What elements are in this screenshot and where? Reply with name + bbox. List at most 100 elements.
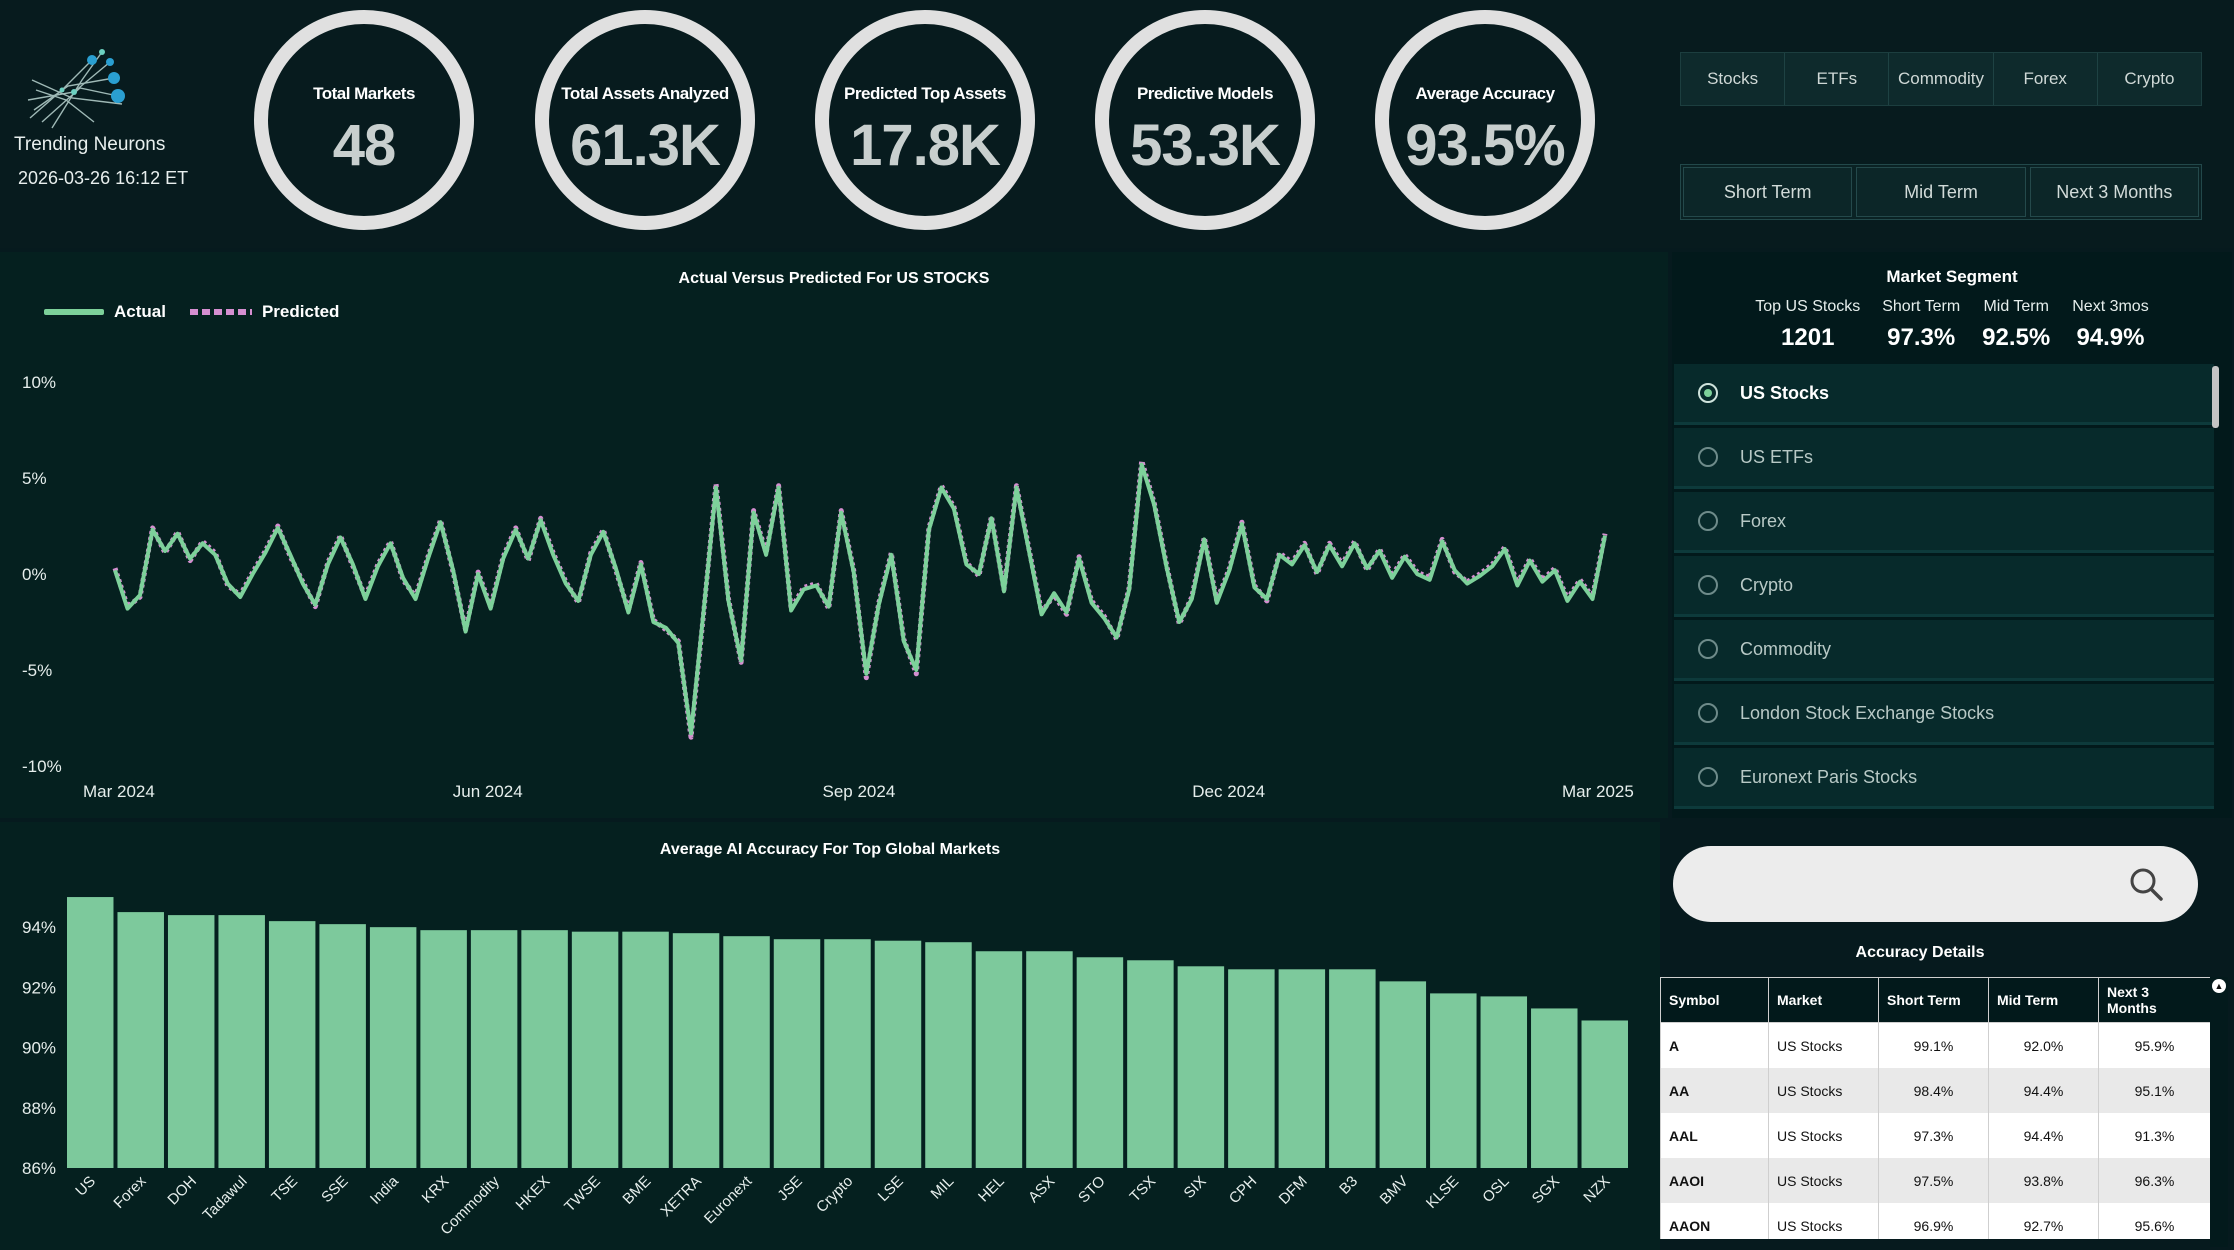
cell-next-3-months: 95.9% <box>2098 1022 2210 1068</box>
table-row[interactable]: A US Stocks 99.1% 92.0% 95.9% <box>1660 1022 2210 1068</box>
x-tick-label: Crypto <box>813 1173 856 1216</box>
table-row[interactable]: AA US Stocks 98.4% 94.4% 95.1% <box>1660 1068 2210 1113</box>
cell-next-3-months: 95.1% <box>2098 1068 2210 1113</box>
radio-option-us-stocks[interactable]: US Stocks <box>1674 364 2214 425</box>
asset-class-tabs: Stocks ETFs Commodity Forex Crypto <box>1680 52 2202 106</box>
radio-icon[interactable] <box>1698 767 1718 787</box>
search-input[interactable] <box>1673 846 2198 922</box>
segment-stats: Top US Stocks 1201 Short Term 97.3% Mid … <box>1672 298 2232 352</box>
x-tick-label: HKEX <box>513 1173 554 1214</box>
radio-selected-icon[interactable] <box>1698 383 1718 403</box>
legend-predicted-swatch <box>189 309 252 315</box>
radio-icon[interactable] <box>1698 703 1718 723</box>
radio-option-forex[interactable]: Forex <box>1674 492 2214 553</box>
tab-short-term[interactable]: Short Term <box>1683 167 1853 217</box>
radio-icon[interactable] <box>1698 575 1718 595</box>
timestamp: 2026-03-26 16:12 ET <box>18 168 189 188</box>
legend-actual-swatch <box>44 309 104 315</box>
radio-option-commodity[interactable]: Commodity <box>1674 620 2214 681</box>
y-tick-label: 10% <box>22 373 56 392</box>
cell-symbol: AAOI <box>1660 1158 1769 1203</box>
stat-value: 1201 <box>1781 324 1835 351</box>
tab-crypto[interactable]: Crypto <box>2124 69 2175 88</box>
cell-short-term: 97.5% <box>1878 1158 1989 1203</box>
tab-forex[interactable]: Forex <box>1994 53 2098 105</box>
segment-title: Market Segment <box>1886 267 2018 286</box>
cell-mid-term: 94.4% <box>1988 1068 2099 1113</box>
x-tick-label: TSX <box>1127 1173 1160 1206</box>
x-tick-label: Dec 2024 <box>1192 782 1265 801</box>
brand-block: Trending Neurons 2026-03-26 16:12 ET <box>14 40 224 189</box>
bar-sse <box>319 924 366 1168</box>
stat-value: 94.9% <box>2076 324 2145 351</box>
bar-six <box>1177 966 1225 1168</box>
bar-nzx <box>1581 1020 1628 1168</box>
table-row[interactable]: AAON US Stocks 96.9% 92.7% 95.6% <box>1660 1203 2210 1239</box>
cell-mid-term: 92.0% <box>1988 1022 2099 1068</box>
tab-stocks[interactable]: Stocks <box>1681 53 1786 105</box>
cell-market: US Stocks <box>1768 1068 1879 1113</box>
kpi-label: Predicted Top Assets <box>844 84 1006 103</box>
x-tick-label: XETRA <box>657 1173 704 1220</box>
column-header[interactable]: Symbol <box>1660 977 1769 1023</box>
bar-cph <box>1228 969 1275 1168</box>
neural-logo-icon <box>27 49 125 129</box>
table-row[interactable]: AAOI US Stocks 97.5% 93.8% 96.3% <box>1660 1158 2210 1203</box>
bar-tadawul <box>218 915 265 1168</box>
cell-mid-term: 94.4% <box>1988 1113 2099 1158</box>
x-tick-label: Euronext <box>701 1172 756 1227</box>
stat-value: 92.5% <box>1982 324 2051 351</box>
kpi-value: 93.5% <box>1405 113 1565 178</box>
accuracy-table-container: Symbol Market Short Term Mid Term Next 3… <box>1660 977 2210 1239</box>
chart-title: Average AI Accuracy For Top Global Marke… <box>659 841 1001 858</box>
cell-mid-term: 93.8% <box>1988 1158 2099 1203</box>
radio-option-euronext-paris-stocks[interactable]: Euronext Paris Stocks <box>1674 748 2214 809</box>
line-chart-plot: 10% 5% 0% -5% -10% Mar 2024 Jun 2024 Sep 2024 De… <box>22 373 1634 801</box>
series-line-actual <box>113 462 1607 736</box>
stat-next-3mos: Next 3mos 94.9% <box>2072 298 2148 352</box>
table-row[interactable]: AAL US Stocks 97.3% 94.4% 91.3% <box>1660 1113 2210 1158</box>
y-tick-label: 86% <box>22 1159 56 1178</box>
radio-icon[interactable] <box>1698 511 1718 531</box>
column-header[interactable]: Next 3 Months <box>2098 977 2210 1023</box>
radio-option-crypto[interactable]: Crypto <box>1674 556 2214 617</box>
bar-sgx <box>1531 1008 1578 1168</box>
search-icon[interactable] <box>2128 866 2164 902</box>
x-tick-label: HEL <box>975 1173 1008 1206</box>
x-tick-label: B3 <box>1336 1173 1361 1198</box>
stat-short-term: Short Term 97.3% <box>1882 298 1960 352</box>
table-scrollbar[interactable]: ▲ <box>2210 977 2228 1247</box>
x-tick-label: SIX <box>1181 1173 1210 1202</box>
kpi-predictive-models: Predictive Models 53.3K <box>1095 10 1315 230</box>
radio-icon[interactable] <box>1698 447 1718 467</box>
radio-icon[interactable] <box>1698 639 1718 659</box>
segment-list-scrollbar[interactable] <box>2212 366 2219 428</box>
cell-short-term: 96.9% <box>1878 1203 1989 1239</box>
tab-commodity[interactable]: Commodity <box>1889 53 1994 105</box>
table-header-row: Symbol Market Short Term Mid Term Next 3… <box>1660 977 2210 1023</box>
radio-option-lse-stocks[interactable]: London Stock Exchange Stocks <box>1674 684 2214 745</box>
cell-short-term: 99.1% <box>1878 1022 1989 1068</box>
kpi-predicted-top-assets: Predicted Top Assets 17.8K <box>815 10 1035 230</box>
tab-etfs[interactable]: ETFs <box>1785 53 1890 105</box>
x-tick-label: Jun 2024 <box>453 782 523 801</box>
bar-hel <box>975 951 1023 1168</box>
bar-commodity <box>470 930 518 1168</box>
x-tick-label: TWSE <box>561 1173 604 1216</box>
tab-mid-term[interactable]: Mid Term <box>1856 167 2026 217</box>
bar-asx <box>1026 951 1073 1168</box>
column-header[interactable]: Market <box>1768 977 1879 1023</box>
x-tick-label: SSE <box>318 1173 351 1206</box>
tab-next-3-months[interactable]: Next 3 Months <box>2029 167 2199 217</box>
kpi-total-markets: Total Markets 48 <box>254 10 474 230</box>
radio-option-us-etfs[interactable]: US ETFs <box>1674 428 2214 489</box>
y-tick-label: 92% <box>22 978 56 997</box>
cell-short-term: 97.3% <box>1878 1113 1989 1158</box>
brand-name: Trending Neurons <box>14 134 166 155</box>
chart-title: Actual Versus Predicted For US STOCKS <box>678 270 990 287</box>
stat-mid-term: Mid Term 92.5% <box>1982 298 2050 352</box>
scroll-up-icon[interactable]: ▲ <box>2212 979 2226 993</box>
column-header[interactable]: Short Term <box>1878 977 1989 1023</box>
legend-predicted-label: Predicted <box>261 302 340 321</box>
column-header[interactable]: Mid Term <box>1988 977 2099 1023</box>
